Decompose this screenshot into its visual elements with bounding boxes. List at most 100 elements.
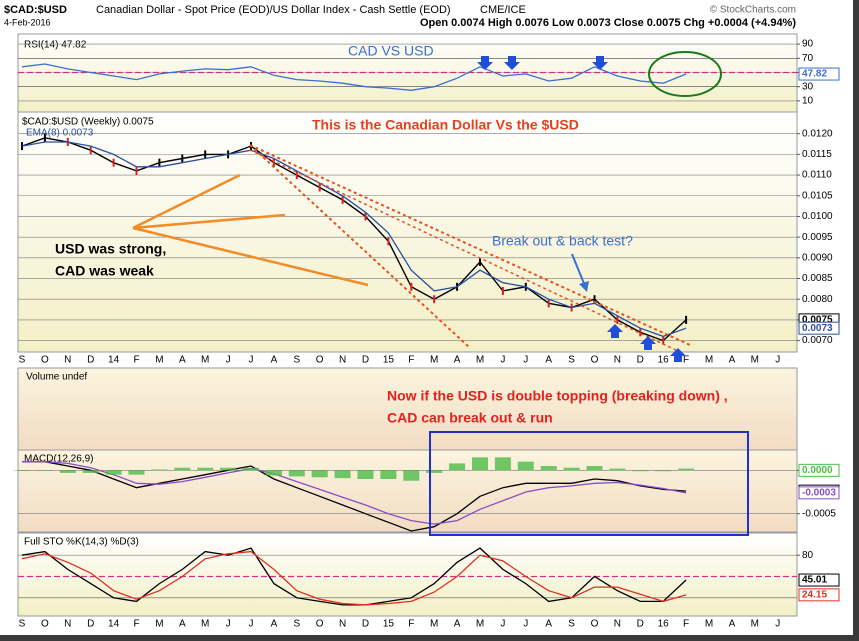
histogram-bar	[494, 457, 511, 471]
x-tick-label: A	[271, 355, 278, 366]
x-tick-label: A	[729, 355, 736, 366]
y-tick-label: 0.0105	[802, 190, 833, 201]
x-tick-label: A	[179, 355, 186, 366]
y-tick-label: 0.0085	[802, 273, 833, 284]
histogram-bar	[380, 470, 397, 479]
annotation: Now if the USD is double topping (breaki…	[387, 388, 728, 404]
arrow-head	[579, 281, 589, 292]
histogram-bar	[426, 470, 443, 473]
series-line	[21, 547, 687, 606]
x-tick-label: O	[41, 619, 49, 630]
histogram-bar	[105, 470, 122, 475]
frame-edge	[853, 0, 859, 641]
drawn-line	[132, 226, 369, 287]
x-tick-label: S	[19, 619, 26, 630]
trend-line	[249, 144, 691, 346]
x-tick-label: F	[683, 619, 689, 630]
x-tick-label: M	[476, 355, 484, 366]
x-tick-label: J	[500, 355, 505, 366]
series-line	[22, 461, 687, 532]
x-tick-label: D	[362, 619, 369, 630]
y-tick-label: 0.0090	[802, 252, 833, 263]
x-tick-label: J	[523, 619, 528, 630]
histogram-bar	[655, 470, 672, 472]
histogram-bar	[311, 470, 328, 478]
annotation: USD was strong,	[55, 241, 166, 257]
x-tick-label: M	[430, 355, 438, 366]
x-tick-label: D	[87, 355, 94, 366]
arrow	[571, 253, 586, 287]
x-tick-label: 15	[383, 619, 395, 630]
histogram-bar	[403, 470, 420, 481]
value-box	[798, 588, 840, 602]
trend-line	[249, 144, 471, 349]
current-value: 47.82	[802, 69, 827, 80]
x-tick-label: D	[637, 619, 644, 630]
x-tick-label: M	[155, 355, 163, 366]
x-tick-label: M	[201, 619, 209, 630]
x-tick-label: A	[271, 619, 278, 630]
histogram-bar	[288, 470, 305, 477]
current-value: 24.15	[802, 589, 827, 600]
annotation: Break out & back test?	[492, 233, 633, 249]
x-tick-label: 14	[108, 619, 120, 630]
x-tick-label: J	[249, 619, 254, 630]
panel-legend: Volume undef	[26, 372, 87, 383]
histogram-bar	[540, 466, 557, 471]
x-tick-label: J	[775, 355, 780, 366]
x-tick-label: 14	[108, 355, 120, 366]
x-tick-label: S	[568, 355, 575, 366]
x-tick-label: N	[64, 619, 71, 630]
panel	[17, 449, 798, 533]
current-value: 0.0000	[802, 465, 833, 476]
x-tick-label: A	[179, 619, 186, 630]
y-tick-label: 70	[802, 53, 814, 64]
x-tick-label: M	[751, 619, 759, 630]
x-tick-label: M	[155, 619, 163, 630]
panel	[17, 111, 798, 353]
y-tick-label: 80	[802, 550, 814, 561]
histogram-bar	[609, 468, 626, 471]
histogram-bar	[128, 470, 145, 475]
x-tick-label: M	[201, 355, 209, 366]
frame-edge	[0, 635, 859, 641]
x-tick-label: F	[408, 619, 414, 630]
x-tick-label: O	[316, 619, 324, 630]
x-tick-label: F	[133, 619, 139, 630]
x-tick-label: A	[454, 355, 461, 366]
x-tick-label: N	[614, 619, 621, 630]
x-tick-label: 16	[658, 355, 670, 366]
annotation: CAD can break out & run	[387, 410, 553, 426]
annotation: CAD VS USD	[348, 43, 434, 59]
x-tick-label: J	[523, 355, 528, 366]
histogram-bar	[334, 470, 351, 479]
y-tick-label: 0.0080	[802, 294, 833, 305]
highlight-box	[429, 431, 749, 536]
x-tick-label: A	[454, 619, 461, 630]
histogram-bar	[563, 467, 580, 471]
x-tick-label: F	[408, 355, 414, 366]
panels: RSI(14) 47.82103050709047.820.00700.0075…	[14, 33, 840, 630]
histogram-bar	[678, 468, 695, 471]
drawn-line	[132, 213, 286, 230]
x-tick-label: O	[316, 355, 324, 366]
histogram-bar	[197, 467, 214, 471]
x-tick-label: A	[545, 355, 552, 366]
trend-line	[249, 149, 681, 353]
x-tick-label: M	[705, 619, 713, 630]
panel	[17, 367, 798, 451]
x-tick-label: S	[293, 619, 300, 630]
y-tick-label: -0.0005	[802, 508, 836, 519]
x-tick-label: A	[729, 619, 736, 630]
x-tick-label: S	[293, 355, 300, 366]
series-line	[22, 461, 687, 525]
exchange: CME/ICE	[480, 4, 526, 16]
histogram-bar	[472, 457, 488, 471]
x-tick-label: 16	[658, 619, 670, 630]
series-line	[21, 63, 687, 91]
value-box	[798, 573, 840, 587]
current-value: 45.01	[802, 575, 827, 586]
x-tick-label: M	[430, 619, 438, 630]
histogram-bar	[449, 463, 466, 471]
